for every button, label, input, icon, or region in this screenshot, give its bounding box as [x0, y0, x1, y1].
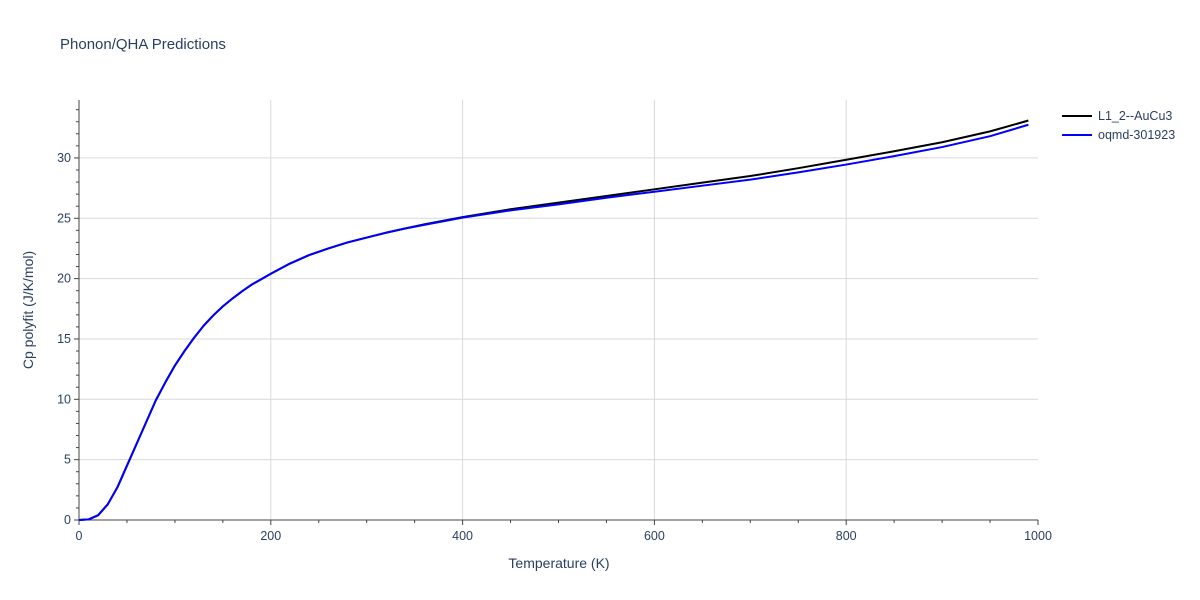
- y-axis-label: Cp polyfit (J/K/mol): [20, 251, 36, 369]
- legend-item[interactable]: L1_2--AuCu3: [1062, 106, 1175, 125]
- tick-labels: 0 200 400 600 800 1000 0 5 10 15 20 25 30: [57, 151, 1052, 543]
- x-tick-label: 800: [836, 529, 857, 543]
- legend-swatch: [1062, 133, 1092, 136]
- y-tick-label: 10: [57, 392, 71, 406]
- x-tick-label: 1000: [1024, 529, 1052, 543]
- axes: [74, 100, 1039, 525]
- legend-item[interactable]: oqmd-301923: [1062, 125, 1175, 144]
- y-tick-label: 25: [57, 211, 71, 225]
- chart-title: Phonon/QHA Predictions: [60, 36, 226, 53]
- x-tick-label: 200: [260, 529, 281, 543]
- legend: L1_2--AuCu3 oqmd-301923: [1062, 106, 1175, 144]
- x-axis-label: Temperature (K): [508, 555, 609, 571]
- grid-lines: [79, 100, 1038, 520]
- x-tick-label: 400: [452, 529, 473, 543]
- y-tick-label: 15: [57, 332, 71, 346]
- legend-label: L1_2--AuCu3: [1098, 108, 1173, 123]
- series-lines: [78, 119, 1029, 521]
- series-line: [78, 123, 1029, 521]
- y-tick-label: 20: [57, 272, 71, 286]
- legend-label: oqmd-301923: [1098, 127, 1176, 142]
- y-tick-label: 5: [64, 453, 71, 467]
- legend-swatch: [1062, 114, 1092, 117]
- y-tick-label: 30: [57, 151, 71, 165]
- x-tick-label: 600: [644, 529, 665, 543]
- y-tick-label: 0: [64, 513, 71, 527]
- x-tick-label: 0: [76, 529, 83, 543]
